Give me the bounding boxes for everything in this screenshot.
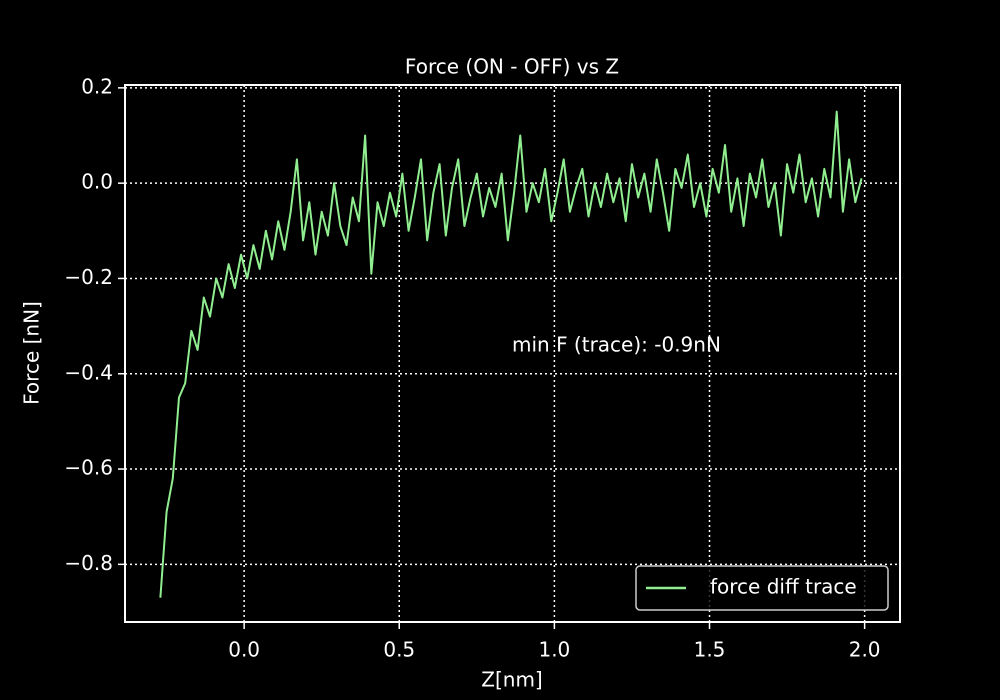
- x-axis-label: Z[nm]: [481, 668, 542, 692]
- chart-title: Force (ON - OFF) vs Z: [405, 55, 619, 79]
- legend: force diff trace: [635, 565, 889, 611]
- y-tick-label: −0.2: [64, 265, 113, 289]
- y-tick-label: 0.0: [81, 170, 113, 194]
- y-tick-label: −0.6: [64, 456, 113, 480]
- plot-area: [159, 110, 863, 598]
- x-tick-label: 2.0: [849, 638, 881, 662]
- legend-box: [635, 565, 889, 611]
- x-tick-label: 0.0: [228, 638, 260, 662]
- data-line: [159, 110, 863, 598]
- annotation: min F (trace): -0.9nN: [512, 333, 721, 357]
- axes-frame: [124, 84, 901, 623]
- y-axis-label: Force [nN]: [20, 301, 44, 405]
- y-tick-label: −0.4: [64, 360, 113, 384]
- x-tick-label: 1.0: [538, 638, 570, 662]
- grid: [125, 85, 900, 622]
- x-tick-label: 0.5: [383, 638, 415, 662]
- y-tick-label: −0.8: [64, 551, 113, 575]
- x-tick-label: 1.5: [694, 638, 726, 662]
- legend-label: force diff trace: [710, 575, 857, 599]
- y-tick-label: 0.2: [81, 74, 113, 98]
